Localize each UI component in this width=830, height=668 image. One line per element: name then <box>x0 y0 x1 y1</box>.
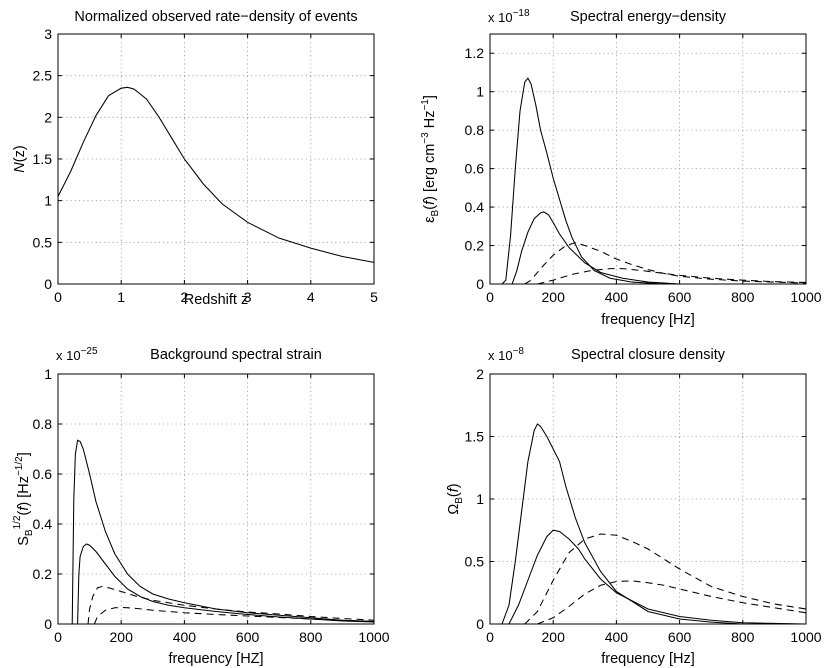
x-axis-label: frequency [Hz] <box>601 651 695 667</box>
x-tick-label: 400 <box>605 629 629 645</box>
x-tick-label: 800 <box>731 629 755 645</box>
y-tick-label: 2.5 <box>33 68 53 84</box>
panel-background-strain: x 10−25 Background spectral strain 0 200 4… <box>12 346 390 667</box>
y-axis-label: SB1/2(f) [Hz−1/2] <box>12 452 35 546</box>
y-axis-label: εB(f) [erg cm−3 Hz−1] <box>420 95 441 223</box>
y-tick-label: 1.2 <box>465 45 485 61</box>
series-line-solid-high <box>501 423 743 625</box>
series-line-dashed-low <box>93 606 375 625</box>
axes-frame <box>489 33 807 285</box>
x-tick-label: 200 <box>542 629 566 645</box>
x-tick-label: 0 <box>486 289 494 305</box>
y-tick-label: 0.4 <box>465 199 485 215</box>
axes-frame <box>57 373 375 625</box>
series-line-dashed-high <box>87 585 375 625</box>
y-axis-exponent: x 10−18 <box>488 8 530 25</box>
x-tick-label: 200 <box>110 629 134 645</box>
y-tick-label: 1.5 <box>465 429 485 445</box>
x-tick-label: 600 <box>236 629 260 645</box>
y-tick-label: 0 <box>44 616 52 632</box>
y-tick-label: 2 <box>476 366 484 382</box>
grid <box>490 34 806 284</box>
x-tick-label: 0 <box>486 629 494 645</box>
y-tick-label: 0 <box>476 616 484 632</box>
x-tick-label: 400 <box>605 289 629 305</box>
y-tick-label: 1 <box>476 491 484 507</box>
x-tick-label: 0 <box>54 289 62 305</box>
y-tick-label: 0.2 <box>465 238 485 254</box>
x-axis-label: frequency [HZ] <box>168 651 263 667</box>
panel-rate-density: Normalized observed rate−density of even… <box>12 9 378 308</box>
series-line-dashed-low <box>537 580 807 625</box>
ticks: 0 200 400 600 800 1000 0 0.2 0.4 0.6 0.8 1 <box>33 366 390 645</box>
ticks: 0 200 400 600 800 1000 0 0.5 1 1.5 2 <box>465 366 822 645</box>
y-tick-label: 1 <box>476 84 484 100</box>
x-tick-label: 800 <box>731 289 755 305</box>
y-tick-label: 0.4 <box>33 516 53 532</box>
curves <box>501 423 807 625</box>
chart-title: Spectral energy−density <box>570 9 727 25</box>
series-line-dashed-low <box>537 268 807 285</box>
grid <box>58 374 374 624</box>
series-line-N(z) <box>57 86 375 263</box>
y-tick-label: 0.8 <box>33 416 53 432</box>
series-line-solid-low <box>77 543 375 625</box>
x-tick-label: 1000 <box>790 289 821 305</box>
x-tick-label: 200 <box>542 289 566 305</box>
x-tick-label: 800 <box>299 629 323 645</box>
x-axis-label: frequency [Hz] <box>601 312 695 328</box>
chart-title: Normalized observed rate−density of even… <box>74 9 357 25</box>
grid <box>58 34 374 284</box>
y-tick-label: 0 <box>44 276 52 292</box>
x-tick-label: 5 <box>370 289 378 305</box>
chart-title: Background spectral strain <box>150 347 322 363</box>
x-tick-label: 2 <box>181 289 189 305</box>
x-tick-label: 0 <box>54 629 62 645</box>
panel-energy-density: x 10−18 Spectral energy−density 0 200 400 6… <box>420 8 822 328</box>
y-tick-label: 0.8 <box>465 122 485 138</box>
x-tick-label: 4 <box>307 289 315 305</box>
y-tick-label: 0.5 <box>465 554 485 570</box>
y-tick-label: 2 <box>44 109 52 125</box>
y-tick-label: 0.6 <box>465 161 485 177</box>
grid <box>490 374 806 624</box>
y-tick-label: 3 <box>44 26 52 42</box>
x-tick-label: 1000 <box>358 629 389 645</box>
x-tick-label: 400 <box>173 629 197 645</box>
panel-closure-density: x 10−8 Spectral closure density 0 200 400 6… <box>446 346 822 667</box>
curves <box>501 77 807 285</box>
x-tick-label: 600 <box>668 289 692 305</box>
x-tick-label: 1 <box>117 289 125 305</box>
y-axis-exponent: x 10−8 <box>488 346 524 363</box>
chart-title: Spectral closure density <box>571 347 726 363</box>
y-tick-label: 0 <box>476 276 484 292</box>
y-tick-label: 1 <box>44 193 52 209</box>
y-tick-label: 1.5 <box>33 151 53 167</box>
series-line-solid-low <box>508 529 807 625</box>
series-line-solid-high <box>501 77 664 285</box>
ticks: 0 200 400 600 800 1000 0 0.2 0.4 0.6 0.8 1 1.2 <box>465 34 822 305</box>
x-axis-label: Redshift z <box>184 292 248 308</box>
y-tick-label: 0.2 <box>33 566 53 582</box>
y-tick-label: 0.6 <box>33 466 53 482</box>
y-axis-label: N(z) <box>12 145 28 172</box>
series-line-solid-low <box>511 211 680 285</box>
curves <box>57 86 375 263</box>
y-axis-exponent: x 10−25 <box>56 346 98 363</box>
y-tick-label: 0.5 <box>33 234 53 250</box>
x-tick-label: 1000 <box>790 629 821 645</box>
y-tick-label: 1 <box>44 366 52 382</box>
x-tick-label: 600 <box>668 629 692 645</box>
y-axis-label: ΩB(f) <box>446 483 465 514</box>
ticks: 0 1 2 3 4 5 0 0.5 1 1.5 2 2.5 3 <box>33 26 379 305</box>
series-line-solid-high <box>71 439 375 625</box>
x-tick-label: 3 <box>244 289 252 305</box>
curves <box>71 439 375 625</box>
series-line-dashed-high <box>524 533 807 625</box>
series-line-dashed-high <box>524 242 807 285</box>
